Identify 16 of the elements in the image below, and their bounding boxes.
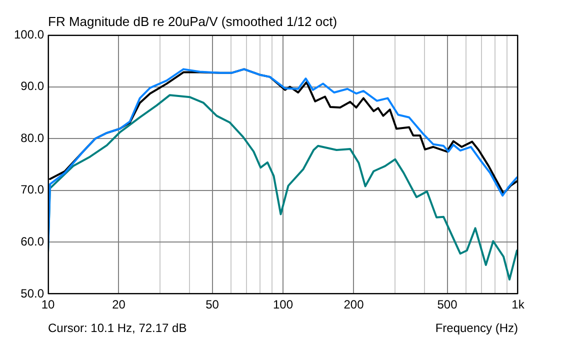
- y-tick-label: 50.0: [20, 286, 44, 300]
- y-tick-label: 60.0: [20, 234, 44, 249]
- y-tick-label: 90.0: [20, 79, 44, 94]
- chart-title: FR Magnitude dB re 20uPa/V (smoothed 1/12 oct): [48, 14, 338, 29]
- x-tick-label: 100: [272, 298, 294, 312]
- text: Cursor: 10.1 Hz, 72.17 dB: [48, 321, 187, 335]
- x-tick-label: 50: [206, 298, 220, 312]
- x-tick-label: 20: [112, 298, 126, 312]
- y-tick-label: 100.0: [14, 27, 44, 42]
- x-axis-title: Frequency (Hz): [435, 321, 518, 335]
- y-tick-label: 80.0: [20, 130, 44, 145]
- y-tick-label: 70.0: [20, 182, 44, 197]
- x-tick-label: 10: [41, 298, 55, 312]
- x-tick-label: 500: [437, 298, 458, 312]
- x-tick-label: 200: [344, 298, 364, 312]
- x-tick-label: 1k: [512, 298, 526, 312]
